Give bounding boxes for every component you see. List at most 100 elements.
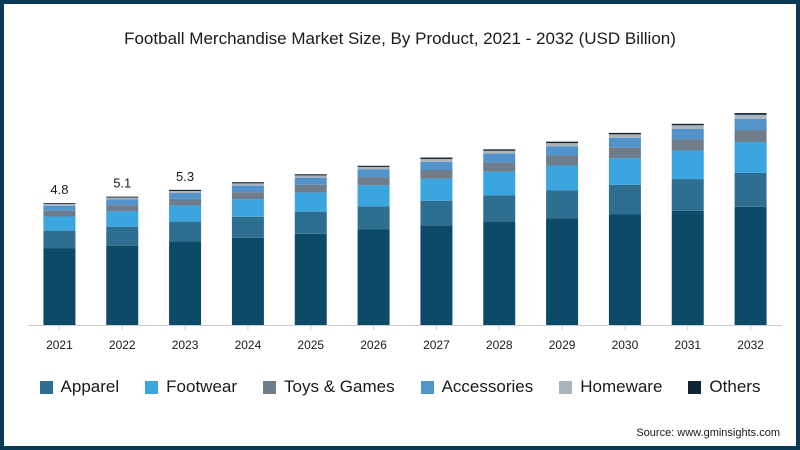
bar-segment-2023-others <box>169 190 202 193</box>
bar-segment-2031-accessories <box>671 139 704 151</box>
legend-label: Homeware <box>580 377 663 396</box>
bar-segment-2029-accessories <box>546 155 579 166</box>
legend-label: Others <box>709 377 761 396</box>
bar-segment-2031-others <box>671 125 704 129</box>
bar-segment-2026-accessories <box>357 177 390 186</box>
bar-segment-2024-homeware <box>231 185 264 193</box>
bar-segment-2031-toys-games <box>671 150 704 180</box>
legend-item-others: Others <box>688 377 760 397</box>
bar-segment-2021-apparel <box>43 248 76 325</box>
bar-segment-2021-footwear <box>43 230 76 249</box>
bar-segment-2021-others <box>43 204 76 206</box>
bar-segment-2032-accessories <box>734 130 767 142</box>
bar-segment-2023-footwear <box>169 221 202 242</box>
bar-segment-2025-others <box>294 175 327 178</box>
bar-segment-2028-others <box>483 150 516 154</box>
bar-segment-2026-footwear <box>357 206 390 230</box>
data-label-2023: 5.3 <box>176 169 194 184</box>
bar-segment-2031-top-6 <box>671 123 704 126</box>
bar-segment-2024-footwear <box>231 216 264 238</box>
bar-segment-2029-top-6 <box>546 141 579 144</box>
x-tick-label-2024: 2024 <box>235 338 262 352</box>
bar-segment-2023-toys-games <box>169 205 202 222</box>
legend-label: Apparel <box>60 377 120 396</box>
x-tick-label-2027: 2027 <box>423 338 450 352</box>
legend-item-homeware: Homeware <box>559 377 662 397</box>
bar-segment-2029-toys-games <box>546 165 579 191</box>
legend-item-accessories: Accessories <box>420 377 534 397</box>
bar-segment-2025-accessories <box>294 184 327 193</box>
bar-segment-2022-toys-games <box>106 211 139 227</box>
bar-segment-2031-footwear <box>671 179 704 211</box>
data-label-2022: 5.1 <box>113 176 131 191</box>
legend-swatch <box>688 380 702 394</box>
bar-segment-2027-top-6 <box>420 157 453 159</box>
bar-segment-2021-accessories <box>43 210 76 217</box>
bar-segment-2024-others <box>231 183 264 186</box>
bar-segment-2022-accessories <box>106 205 139 212</box>
bar-segment-2028-footwear <box>483 195 516 222</box>
legend-swatch <box>559 380 573 394</box>
x-tick-label-2030: 2030 <box>612 338 639 352</box>
bar-segment-2026-homeware <box>357 169 390 178</box>
bar-segment-2031-apparel <box>671 210 704 325</box>
bar-segment-2032-others <box>734 114 767 119</box>
bar-segment-2022-footwear <box>106 226 139 246</box>
bar-segment-2030-homeware <box>608 137 641 148</box>
bar-segment-2024-apparel <box>231 237 264 325</box>
x-tick-label-2026: 2026 <box>360 338 387 352</box>
bar-segment-2030-others <box>608 134 641 138</box>
bar-segment-2024-toys-games <box>231 199 264 217</box>
legend-swatch <box>420 380 434 394</box>
bar-segment-2027-homeware <box>420 161 453 171</box>
legend-swatch <box>263 380 277 394</box>
bar-segment-2028-apparel <box>483 221 516 325</box>
bar-segment-2029-apparel <box>546 218 579 325</box>
x-tick-label-2023: 2023 <box>172 338 199 352</box>
bar-segment-2028-homeware <box>483 153 516 163</box>
legend-label: Accessories <box>441 377 534 396</box>
bar-segment-2026-toys-games <box>357 185 390 207</box>
bar-segment-2028-toys-games <box>483 171 516 196</box>
bar-segment-2022-top-6 <box>106 196 139 198</box>
x-tick-label-2032: 2032 <box>737 338 764 352</box>
bar-segment-2027-apparel <box>420 225 453 325</box>
x-tick-label-2022: 2022 <box>109 338 136 352</box>
data-label-2021: 4.8 <box>50 182 68 197</box>
bar-segment-2022-homeware <box>106 199 139 206</box>
bar-segment-2025-footwear <box>294 211 327 234</box>
bar-segment-2030-footwear <box>608 184 641 215</box>
bar-segment-2021-top-6 <box>43 203 76 205</box>
bar-segment-2031-homeware <box>671 128 704 140</box>
bar-segment-2027-toys-games <box>420 178 453 201</box>
legend-item-footwear: Footwear <box>145 377 237 397</box>
bar-segment-2023-top-6 <box>169 189 202 191</box>
bar-segment-2027-others <box>420 158 453 162</box>
bar-segment-2025-toys-games <box>294 192 327 212</box>
chart-title: Football Merchandise Market Size, By Pro… <box>124 29 676 48</box>
bar-segment-2030-accessories <box>608 147 641 159</box>
bar-segment-2025-apparel <box>294 233 327 325</box>
legend: Apparel Footwear Toys & Games Accessories Ho… <box>0 377 800 397</box>
x-tick-label-2025: 2025 <box>297 338 324 352</box>
bar-segment-2022-apparel <box>106 245 139 325</box>
bar-segment-2021-toys-games <box>43 216 76 231</box>
legend-label: Toys & Games <box>284 377 395 396</box>
bar-segment-2023-apparel <box>169 241 202 325</box>
legend-label: Footwear <box>166 377 238 396</box>
bar-segment-2029-others <box>546 143 579 147</box>
legend-swatch <box>145 380 159 394</box>
bar-segment-2025-top-6 <box>294 174 327 176</box>
bar-segment-2030-top-6 <box>608 132 641 135</box>
bar-segment-2030-toys-games <box>608 158 641 185</box>
bar-segment-2023-homeware <box>169 192 202 199</box>
bar-segment-2032-apparel <box>734 206 767 325</box>
bar-segment-2032-homeware <box>734 118 767 131</box>
bar-segment-2021-homeware <box>43 205 76 211</box>
bar-segment-2032-toys-games <box>734 141 767 173</box>
bar-segment-2026-top-6 <box>357 165 390 167</box>
x-tick-label-2031: 2031 <box>674 338 701 352</box>
x-tick-label-2028: 2028 <box>486 338 513 352</box>
bar-segment-2023-accessories <box>169 198 202 206</box>
